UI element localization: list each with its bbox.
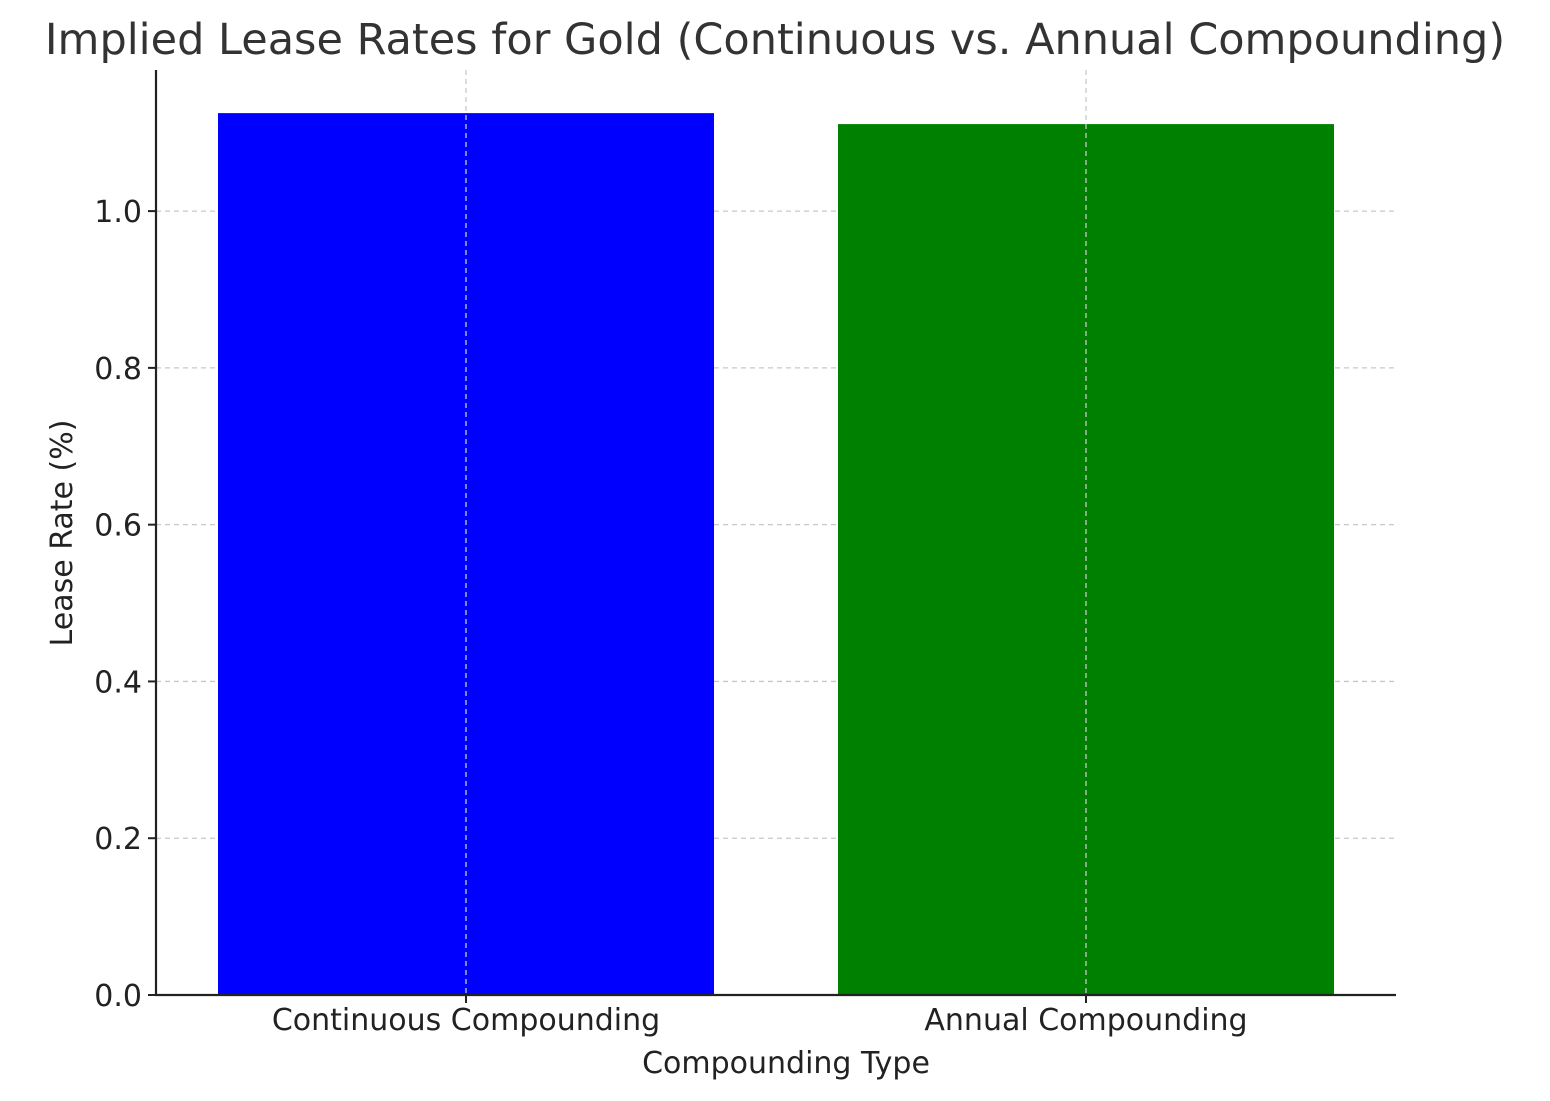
y-tick-label: 0.4 [94,665,142,700]
bars [218,113,1334,996]
y-axis-label: Lease Rate (%) [45,420,80,647]
y-tick-label: 0.8 [94,352,142,387]
axes [154,70,1396,997]
x-ticks: Continuous Compounding Annual Compounding [272,995,1248,1038]
x-tick-label: Annual Compounding [924,1003,1247,1038]
chart-title: Implied Lease Rates for Gold (Continuous… [45,15,1505,65]
vertical-grid-lines [465,70,1087,995]
y-tick-label: 0.6 [94,509,142,544]
y-ticks: 0.0 0.2 0.4 0.6 0.8 1.0 [94,195,156,1014]
x-tick-label: Continuous Compounding [272,1003,660,1038]
x-axis-label: Compounding Type [642,1046,930,1081]
y-tick-label: 0.2 [94,822,142,857]
y-tick-label: 1.0 [94,195,142,230]
y-tick-label: 0.0 [94,979,142,1014]
